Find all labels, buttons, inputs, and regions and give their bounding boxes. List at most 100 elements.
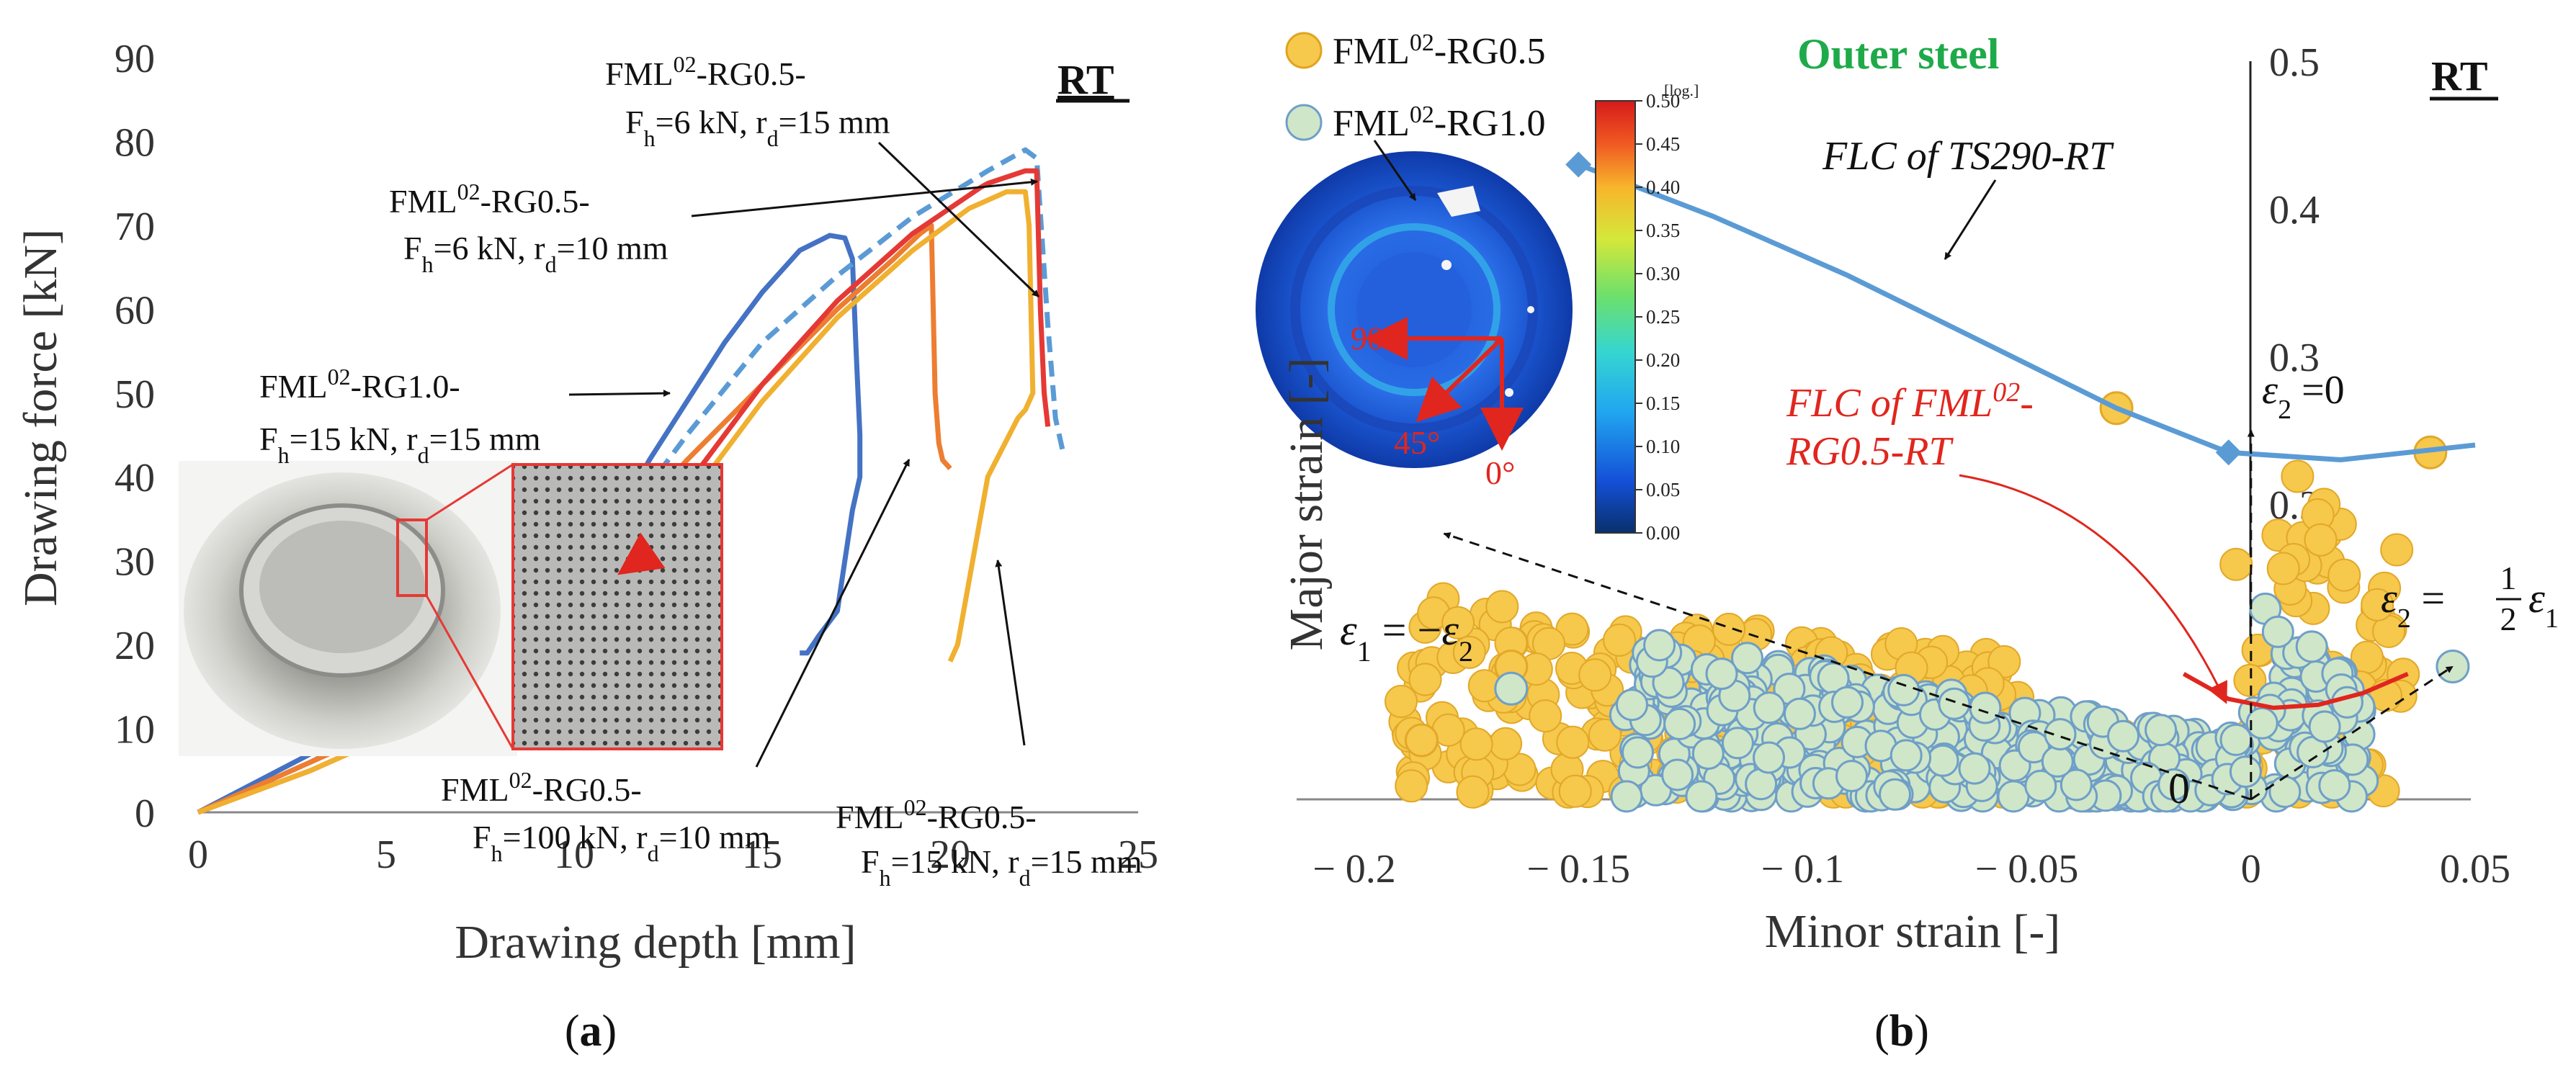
panel-b-y-label: Major strain [-] bbox=[1280, 358, 1333, 651]
scatter-point-rg05 bbox=[1712, 612, 1746, 646]
scatter-point-rg05 bbox=[1441, 606, 1475, 639]
scatter-point-rg05 bbox=[1603, 623, 1637, 657]
panel-b-x-tick-label: 0 bbox=[2241, 847, 2261, 892]
scatter-point-rg10 bbox=[1616, 688, 1648, 722]
scatter-point-rg05 bbox=[2281, 459, 2315, 493]
colorbar-tick-label: 0.00 bbox=[1646, 522, 1680, 544]
panel-a-y-tick-label: 30 bbox=[115, 540, 155, 585]
colorbar-tick-label: 0.15 bbox=[1646, 392, 1680, 414]
scatter-point-rg05 bbox=[2327, 558, 2361, 592]
panel-b-subtitle: Outer steel bbox=[1797, 30, 1999, 78]
scatter-point-rg10 bbox=[1685, 780, 1718, 813]
strain-map-inset: 90° 45° 0° bbox=[1256, 140, 1573, 491]
svg-text:1: 1 bbox=[2500, 560, 2517, 596]
panel-a-y-tick-label: 80 bbox=[115, 120, 155, 165]
scatter-point-rg10 bbox=[1887, 673, 1920, 706]
scatter-point-rg10 bbox=[2308, 710, 2341, 743]
scatter-point-rg10 bbox=[1783, 697, 1816, 730]
svg-text:45°: 45° bbox=[1394, 424, 1440, 461]
colorbar-tick-label: 0.40 bbox=[1646, 176, 1680, 198]
scatter-point-rg10 bbox=[1753, 741, 1785, 774]
svg-text:FML02-RG0.5-: FML02-RG0.5- bbox=[389, 179, 590, 220]
scatter-point-rg10 bbox=[1663, 707, 1696, 740]
label-e2-eq-half-e1: ε2 = 1 2 ε1 bbox=[2381, 560, 2559, 637]
panel-a-x-label: Drawing depth [mm] bbox=[455, 916, 856, 969]
scatter-point-rg05 bbox=[1456, 775, 1490, 809]
svg-text:FML02-RG0.5-: FML02-RG0.5- bbox=[441, 767, 642, 808]
annotation-rg05-100kn-10mm: FML02-RG0.5- Fh=100 kN, rd=10 mm bbox=[441, 459, 911, 866]
scatter-point-rg10 bbox=[2261, 615, 2294, 648]
svg-text:FML02-RG0.5-: FML02-RG0.5- bbox=[836, 794, 1037, 835]
scatter-point-rg10 bbox=[2330, 686, 2363, 719]
panel-b-x-tick-label: − 0.05 bbox=[1975, 847, 2079, 892]
scatter-point-rg10 bbox=[2245, 706, 2278, 740]
panel-a-rt-label: RT bbox=[1057, 56, 1114, 103]
svg-text:Fh=15 kN, rd=15 mm: Fh=15 kN, rd=15 mm bbox=[259, 421, 541, 468]
scatter-point-rg10 bbox=[1753, 691, 1786, 724]
label-flc-fml: FLC of FML02- RG0.5-RT bbox=[1786, 377, 2228, 704]
scatter-point-rg10 bbox=[1610, 780, 1643, 813]
svg-text:FLC of TS290-RT: FLC of TS290-RT bbox=[1822, 134, 2114, 179]
scatter-point-isolated bbox=[2436, 650, 2470, 683]
panel-b-x-tick-label: − 0.1 bbox=[1761, 847, 1845, 892]
svg-text:90°: 90° bbox=[1351, 320, 1397, 356]
scatter-point-rg10 bbox=[2229, 755, 2262, 789]
legend-marker-rg05 bbox=[1285, 32, 1323, 69]
panel-a-y-tick-label: 90 bbox=[115, 37, 155, 81]
svg-text:Fh=6 kN, rd=15 mm: Fh=6 kN, rd=15 mm bbox=[625, 104, 890, 151]
scatter-point-rg10 bbox=[1997, 780, 2030, 813]
scatter-point-isolated bbox=[1494, 671, 1529, 706]
scatter-point-rg10 bbox=[2024, 769, 2057, 802]
scatter-point-rg05 bbox=[2266, 552, 2300, 585]
panel-a-caption: (a) bbox=[565, 1007, 617, 1056]
panel-a-x-tick-label: 5 bbox=[376, 832, 396, 877]
svg-text:[log.]: [log.] bbox=[1664, 81, 1699, 99]
scatter-point-rg10 bbox=[1705, 657, 1738, 691]
scatter-point-rg05 bbox=[2361, 588, 2394, 621]
colorbar-tick-label: 0.10 bbox=[1646, 436, 1680, 457]
svg-text:ε1 = −ε2: ε1 = −ε2 bbox=[1340, 606, 1473, 668]
colorbar-tick-label: 0.30 bbox=[1646, 263, 1680, 284]
scatter-point-rg05 bbox=[1408, 663, 1442, 696]
scatter-point-rg10 bbox=[1958, 752, 1991, 785]
svg-text:RG0.5-RT: RG0.5-RT bbox=[1786, 429, 1954, 474]
scatter-point-rg05 bbox=[1578, 658, 1612, 692]
cup-photo-inset bbox=[179, 461, 723, 756]
panel-a-x-tick-label: 10 bbox=[554, 832, 594, 877]
panel-a-y-tick-label: 50 bbox=[115, 372, 155, 417]
panel-a-y-tick-label: 40 bbox=[115, 456, 155, 500]
scatter-point-rg05 bbox=[2380, 533, 2414, 567]
panel-a-y-label: Drawing force [kN] bbox=[14, 229, 67, 606]
annotation-rg05-6kn-10mm: FML02-RG0.5- Fh=6 kN, rd=10 mm bbox=[389, 178, 1038, 277]
label-e2-eq-0: ε2 =0 bbox=[2262, 368, 2345, 425]
scatter-point-rg10 bbox=[2268, 776, 2302, 808]
colorbar-tick-label: 0.20 bbox=[1646, 349, 1680, 371]
panel-b-caption: (b) bbox=[1874, 1007, 1929, 1056]
scatter-point-rg10 bbox=[2107, 719, 2139, 753]
scatter-point-rg10 bbox=[2041, 745, 2074, 778]
panel-a-y-tick-label: 10 bbox=[115, 708, 155, 753]
panel-a-y-tick-label: 20 bbox=[115, 624, 155, 668]
scatter-point-rg10 bbox=[1969, 691, 2002, 724]
scatter-point-rg10 bbox=[2295, 630, 2328, 663]
panel-b-y-tick-label: 0.5 bbox=[2269, 40, 2320, 85]
scatter-point-rg10 bbox=[1831, 686, 1864, 719]
panel-b-chart: 0.10.20.30.40.5− 0.2− 0.15− 0.1− 0.0500.… bbox=[1256, 0, 2576, 1056]
colorbar-tick-label: 0.35 bbox=[1646, 220, 1680, 241]
scatter-point-rg10 bbox=[1879, 778, 1911, 811]
label-flc-ts290: FLC of TS290-RT bbox=[1822, 134, 2114, 260]
panel-b-x-label: Minor strain [-] bbox=[1765, 905, 2061, 958]
panel-b-rt-label: RT bbox=[2431, 53, 2488, 99]
svg-text:ε2 =: ε2 = bbox=[2381, 575, 2445, 634]
annotation-rg05-15kn-15mm: FML02-RG0.5- Fh=15 kN, rd=15 mm bbox=[836, 560, 1142, 891]
panel-b-y-tick-label: 0.4 bbox=[2269, 188, 2320, 233]
scatter-point-rg10 bbox=[2044, 718, 2077, 751]
scatter-point-rg10 bbox=[1731, 642, 1763, 675]
scatter-point-rg10 bbox=[1721, 727, 1754, 760]
legend-label-rg05: FML02-RG0.5 bbox=[1333, 30, 1545, 73]
colorbar-tick-label: 0.05 bbox=[1646, 479, 1680, 500]
panel-a-y-tick-label: 70 bbox=[115, 205, 155, 249]
strain-path-line-3 bbox=[2250, 665, 2454, 801]
panel-a-x-tick-label: 15 bbox=[742, 832, 782, 877]
